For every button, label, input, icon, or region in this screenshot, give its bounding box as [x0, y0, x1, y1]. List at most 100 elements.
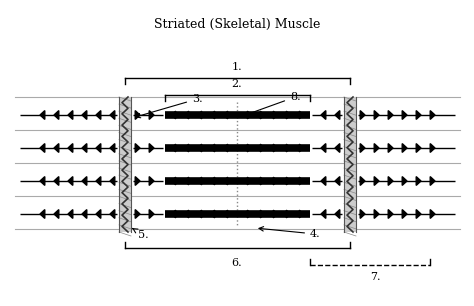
Polygon shape	[54, 210, 59, 218]
Polygon shape	[374, 110, 379, 119]
Polygon shape	[321, 177, 326, 185]
Polygon shape	[210, 111, 215, 119]
Polygon shape	[247, 210, 252, 218]
Polygon shape	[321, 144, 326, 152]
Polygon shape	[416, 144, 421, 152]
Polygon shape	[210, 144, 215, 152]
Polygon shape	[224, 177, 228, 185]
Polygon shape	[416, 110, 421, 119]
Polygon shape	[335, 177, 340, 185]
Polygon shape	[430, 210, 435, 218]
Text: Striated (Skeletal) Muscle: Striated (Skeletal) Muscle	[154, 18, 320, 31]
Polygon shape	[335, 110, 340, 119]
Text: 5.: 5.	[133, 228, 149, 240]
Polygon shape	[374, 144, 379, 152]
Polygon shape	[96, 177, 101, 185]
Polygon shape	[172, 177, 176, 185]
Polygon shape	[224, 144, 228, 152]
Polygon shape	[299, 177, 303, 185]
Polygon shape	[388, 177, 393, 185]
Polygon shape	[149, 110, 154, 119]
Polygon shape	[360, 144, 365, 152]
Polygon shape	[198, 111, 202, 119]
Polygon shape	[110, 177, 115, 185]
Polygon shape	[68, 210, 73, 218]
Text: 4.: 4.	[259, 227, 320, 239]
Polygon shape	[388, 210, 393, 218]
Polygon shape	[335, 144, 340, 152]
Polygon shape	[135, 177, 140, 185]
Polygon shape	[172, 210, 176, 218]
Polygon shape	[430, 177, 435, 185]
Polygon shape	[82, 110, 87, 119]
Polygon shape	[374, 177, 379, 185]
Polygon shape	[388, 144, 393, 152]
Text: 7.: 7.	[370, 272, 381, 282]
Polygon shape	[149, 210, 154, 218]
Polygon shape	[402, 210, 407, 218]
Polygon shape	[184, 144, 189, 152]
Polygon shape	[360, 110, 365, 119]
Polygon shape	[273, 177, 277, 185]
Text: 8.: 8.	[241, 92, 301, 117]
Polygon shape	[198, 210, 202, 218]
Polygon shape	[149, 177, 154, 185]
Polygon shape	[110, 110, 115, 119]
Polygon shape	[360, 177, 365, 185]
Polygon shape	[68, 144, 73, 152]
Polygon shape	[286, 210, 291, 218]
Polygon shape	[260, 144, 264, 152]
Polygon shape	[82, 177, 87, 185]
Text: 6.: 6.	[232, 258, 242, 268]
Polygon shape	[286, 177, 291, 185]
Polygon shape	[299, 210, 303, 218]
Polygon shape	[321, 110, 326, 119]
Polygon shape	[210, 177, 215, 185]
Polygon shape	[260, 111, 264, 119]
Polygon shape	[224, 111, 228, 119]
Polygon shape	[110, 210, 115, 218]
Polygon shape	[96, 144, 101, 152]
Text: 2.: 2.	[232, 79, 242, 89]
Polygon shape	[224, 210, 228, 218]
Polygon shape	[247, 144, 252, 152]
Polygon shape	[402, 144, 407, 152]
Polygon shape	[184, 111, 189, 119]
Polygon shape	[260, 177, 264, 185]
Polygon shape	[247, 111, 252, 119]
Polygon shape	[184, 210, 189, 218]
Polygon shape	[40, 110, 45, 119]
Polygon shape	[402, 110, 407, 119]
Polygon shape	[54, 177, 59, 185]
Polygon shape	[172, 111, 176, 119]
Polygon shape	[135, 110, 140, 119]
Polygon shape	[54, 110, 59, 119]
Polygon shape	[360, 210, 365, 218]
Polygon shape	[54, 144, 59, 152]
Polygon shape	[172, 144, 176, 152]
Polygon shape	[299, 111, 303, 119]
Polygon shape	[198, 177, 202, 185]
Polygon shape	[430, 144, 435, 152]
Polygon shape	[321, 210, 326, 218]
Polygon shape	[416, 177, 421, 185]
Polygon shape	[135, 210, 140, 218]
Bar	[119, 97, 131, 232]
Polygon shape	[82, 210, 87, 218]
Polygon shape	[68, 110, 73, 119]
Polygon shape	[286, 111, 291, 119]
Polygon shape	[286, 144, 291, 152]
Polygon shape	[40, 210, 45, 218]
Polygon shape	[247, 177, 252, 185]
Polygon shape	[110, 144, 115, 152]
Polygon shape	[198, 144, 202, 152]
Polygon shape	[260, 210, 264, 218]
Polygon shape	[402, 177, 407, 185]
Polygon shape	[96, 210, 101, 218]
Text: 3.: 3.	[136, 94, 202, 118]
Bar	[344, 97, 356, 232]
Polygon shape	[40, 144, 45, 152]
Polygon shape	[149, 144, 154, 152]
Polygon shape	[416, 210, 421, 218]
Polygon shape	[374, 210, 379, 218]
